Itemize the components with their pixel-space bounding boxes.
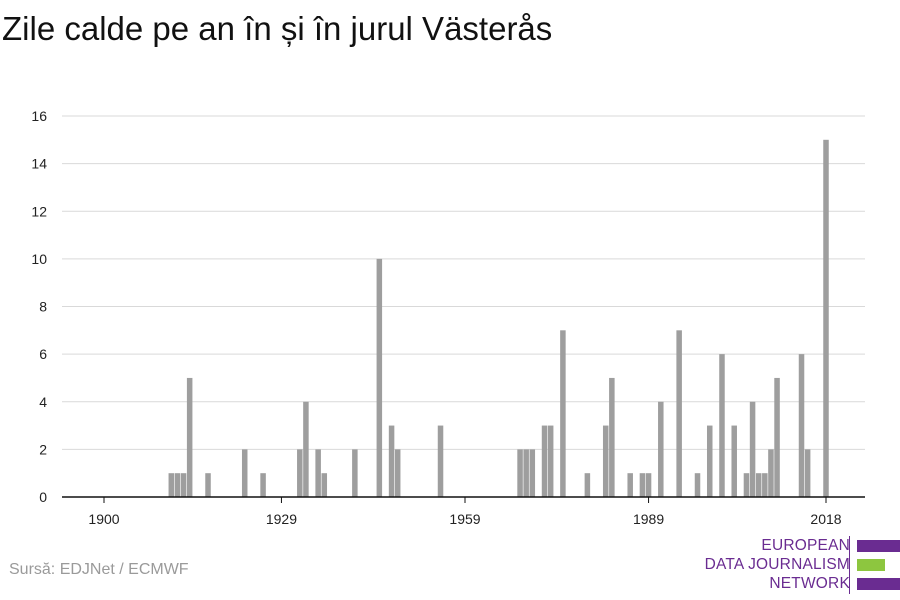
x-axis: 1900 1929 1959 1989 2018 [62,496,865,527]
logo-bar-purple-bottom [857,578,900,590]
bar [627,473,633,497]
y-tick-label: 0 [39,489,47,505]
bar [755,473,762,497]
bar [731,425,737,497]
y-axis-labels: 0 2 4 6 8 10 12 14 16 [31,108,47,505]
edjnet-logo: EUROPEAN DATA JOURNALISM NETWORK [700,536,900,596]
logo-divider [849,536,850,594]
bar [260,473,266,497]
bar [694,473,701,497]
logo-text-european: EUROPEAN [761,537,850,554]
bar [798,354,805,497]
logo-text-network: NETWORK [769,575,850,592]
bar [529,449,536,497]
bar [602,425,609,497]
bar [547,425,554,497]
bar [297,449,303,497]
bar [560,330,566,497]
bar [823,139,829,497]
gridlines [62,115,865,450]
bar [609,377,615,497]
bar [706,425,713,497]
y-tick-label: 4 [39,394,47,410]
bar [523,449,529,497]
bar [315,449,321,497]
x-tick-label: 1929 [266,511,297,527]
bar [376,258,383,497]
logo-bar-purple-top [857,540,900,552]
bar [804,449,811,497]
bar [180,473,187,497]
bar [719,354,725,497]
x-tick-label: 1959 [449,511,480,527]
bar [774,377,780,497]
bar [388,425,395,497]
bar [174,473,181,497]
logo-bar-green [857,559,885,571]
bar [749,401,756,497]
y-tick-label: 8 [39,299,47,315]
bar [517,449,523,497]
source-note: Sursă: EDJNet / ECMWF [9,561,189,578]
bar [303,401,309,497]
bar [584,473,591,497]
bar [743,473,750,497]
bar [437,425,444,497]
bar [768,449,774,497]
y-tick-label: 6 [39,346,47,362]
bar [762,473,768,497]
y-tick-label: 2 [39,441,47,457]
bar [168,473,175,497]
bar [241,449,248,497]
y-tick-label: 12 [31,203,47,219]
logo-text-data-journalism: DATA JOURNALISM [704,556,850,573]
bar [639,473,646,497]
bars [168,139,829,497]
bar [658,401,664,497]
bar [186,377,193,497]
chart-title: Zile calde pe an în și în jurul Västerås [2,10,553,47]
bar [645,473,652,497]
bar [205,473,211,497]
x-tick-label: 1989 [633,511,664,527]
x-tick-label: 2018 [810,511,841,527]
y-tick-label: 14 [31,156,47,172]
bar [352,449,358,497]
x-tick-label: 1900 [88,511,119,527]
bar [321,473,328,497]
bar [394,449,401,497]
y-tick-label: 16 [31,108,47,124]
y-tick-label: 10 [31,251,47,267]
bar [541,425,548,497]
bar [676,330,682,497]
